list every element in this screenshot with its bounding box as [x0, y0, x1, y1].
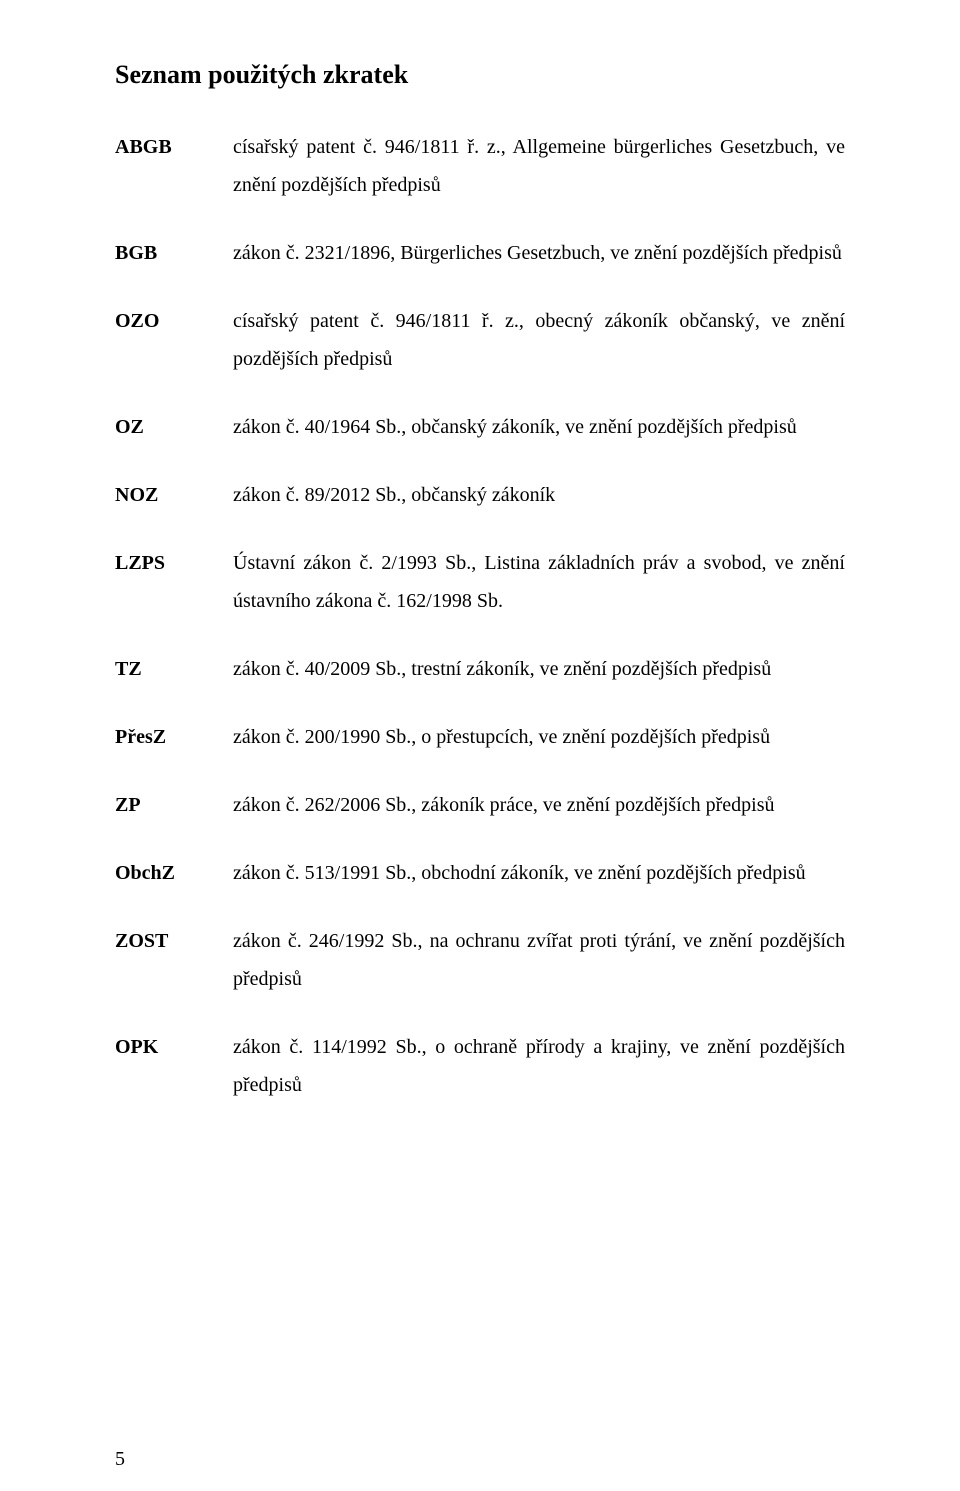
abbr-term: TZ: [115, 650, 233, 688]
abbr-entry: ABGBcísařský patent č. 946/1811 ř. z., A…: [115, 128, 845, 204]
abbr-entry: OZOcísařský patent č. 946/1811 ř. z., ob…: [115, 302, 845, 378]
abbr-term: PřesZ: [115, 718, 233, 756]
abbr-term: ZP: [115, 786, 233, 824]
page-heading: Seznam použitých zkratek: [115, 58, 845, 92]
abbr-entry: LZPSÚstavní zákon č. 2/1993 Sb., Listina…: [115, 544, 845, 620]
abbr-definition: zákon č. 513/1991 Sb., obchodní zákoník,…: [233, 854, 845, 892]
abbr-term: ZOST: [115, 922, 233, 960]
abbr-definition: císařský patent č. 946/1811 ř. z., Allge…: [233, 128, 845, 204]
page-number: 5: [115, 1440, 125, 1478]
abbr-term: ObchZ: [115, 854, 233, 892]
abbr-entry: BGBzákon č. 2321/1896, Bürgerliches Gese…: [115, 234, 845, 272]
abbr-definition: Ústavní zákon č. 2/1993 Sb., Listina zák…: [233, 544, 845, 620]
abbr-entry: ObchZzákon č. 513/1991 Sb., obchodní zák…: [115, 854, 845, 892]
abbr-entry: ZOSTzákon č. 246/1992 Sb., na ochranu zv…: [115, 922, 845, 998]
abbr-definition: zákon č. 200/1990 Sb., o přestupcích, ve…: [233, 718, 845, 756]
abbr-term: OPK: [115, 1028, 233, 1066]
abbr-term: NOZ: [115, 476, 233, 514]
abbr-term: OZ: [115, 408, 233, 446]
abbr-definition: zákon č. 40/1964 Sb., občanský zákoník, …: [233, 408, 845, 446]
abbr-definition: zákon č. 262/2006 Sb., zákoník práce, ve…: [233, 786, 845, 824]
abbr-definition: císařský patent č. 946/1811 ř. z., obecn…: [233, 302, 845, 378]
abbr-definition: zákon č. 246/1992 Sb., na ochranu zvířat…: [233, 922, 845, 998]
abbr-entry: PřesZzákon č. 200/1990 Sb., o přestupcíc…: [115, 718, 845, 756]
abbreviation-list: ABGBcísařský patent č. 946/1811 ř. z., A…: [115, 128, 845, 1104]
abbr-entry: TZzákon č. 40/2009 Sb., trestní zákoník,…: [115, 650, 845, 688]
abbr-definition: zákon č. 40/2009 Sb., trestní zákoník, v…: [233, 650, 845, 688]
abbr-entry: OZzákon č. 40/1964 Sb., občanský zákoník…: [115, 408, 845, 446]
abbr-term: LZPS: [115, 544, 233, 582]
abbr-term: OZO: [115, 302, 233, 340]
abbr-entry: NOZzákon č. 89/2012 Sb., občanský zákoní…: [115, 476, 845, 514]
abbr-entry: OPKzákon č. 114/1992 Sb., o ochraně přír…: [115, 1028, 845, 1104]
abbr-term: BGB: [115, 234, 233, 272]
abbr-entry: ZPzákon č. 262/2006 Sb., zákoník práce, …: [115, 786, 845, 824]
abbr-definition: zákon č. 89/2012 Sb., občanský zákoník: [233, 476, 845, 514]
abbr-term: ABGB: [115, 128, 233, 166]
abbr-definition: zákon č. 2321/1896, Bürgerliches Gesetzb…: [233, 234, 845, 272]
abbr-definition: zákon č. 114/1992 Sb., o ochraně přírody…: [233, 1028, 845, 1104]
